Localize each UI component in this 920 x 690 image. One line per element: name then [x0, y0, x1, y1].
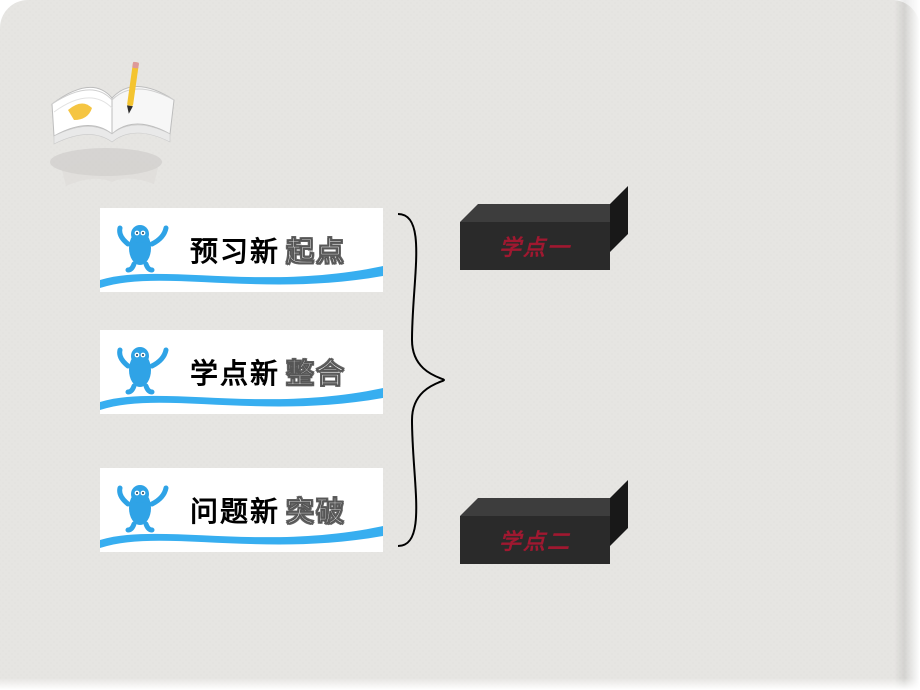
slide-edge-right [894, 0, 920, 690]
curly-brace [388, 210, 448, 550]
card-label: 学点新 整合 [190, 352, 346, 392]
slide-edge-bottom [0, 678, 920, 690]
card-integrate[interactable]: 学点新 整合 [100, 330, 383, 414]
card-preview[interactable]: 预习新 起点 [100, 208, 383, 292]
mascot-icon [116, 340, 172, 396]
card-breakthrough[interactable]: 问题新 突破 [100, 468, 383, 552]
topic-box-label: 学点二 [460, 516, 610, 564]
mascot-icon [116, 218, 172, 274]
slide: 预习新 起点 学点新 整合 [0, 0, 920, 690]
card-label: 问题新 突破 [190, 490, 346, 530]
card-label: 预习新 起点 [190, 230, 346, 270]
topic-box-label: 学点一 [460, 222, 610, 270]
mascot-icon [116, 478, 172, 534]
book-icon [34, 34, 194, 194]
